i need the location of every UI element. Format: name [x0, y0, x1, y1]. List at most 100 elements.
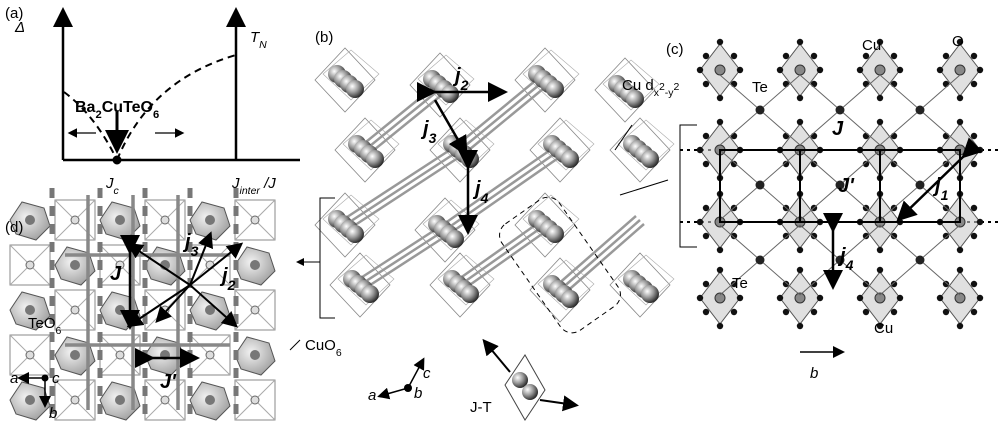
- label: J-T: [470, 399, 492, 416]
- atom: [546, 225, 564, 243]
- te-atom: [835, 180, 845, 190]
- label: j2: [219, 265, 236, 293]
- line: [455, 219, 542, 283]
- o-atom: [716, 94, 724, 102]
- o-atom: [796, 118, 804, 126]
- label: Te: [732, 275, 748, 292]
- cu-atom: [794, 292, 806, 304]
- axis-dot: [41, 374, 49, 382]
- o-atom: [936, 294, 944, 302]
- frame: [314, 47, 376, 113]
- line: [563, 223, 645, 295]
- line: [433, 99, 468, 157]
- te-atom: [755, 105, 765, 115]
- jt-frame: [504, 354, 546, 421]
- o-atom: [956, 118, 964, 126]
- o-atom: [970, 160, 978, 168]
- o-atom: [896, 294, 904, 302]
- label-part: j: [420, 118, 429, 140]
- atom: [641, 150, 659, 168]
- line: [189, 242, 244, 286]
- line: [559, 219, 641, 291]
- o-atom: [702, 280, 710, 288]
- o-atom: [810, 280, 818, 288]
- label: a: [10, 370, 18, 387]
- label-part: J: [231, 175, 240, 192]
- cu-atom: [205, 305, 215, 315]
- line: [459, 223, 546, 287]
- o-atom: [810, 308, 818, 316]
- label: c: [423, 365, 431, 382]
- line: [359, 228, 446, 287]
- te-atom: [250, 215, 260, 225]
- label: j4: [837, 245, 854, 273]
- cu-atom: [115, 215, 125, 225]
- cu-atom: [115, 395, 125, 405]
- label-part: inter: [240, 185, 261, 197]
- line: [614, 124, 633, 151]
- label: b: [414, 385, 422, 402]
- o-atom: [702, 132, 710, 140]
- label: Δ: [14, 19, 25, 36]
- o-atom: [862, 80, 870, 88]
- line: [555, 215, 637, 287]
- label: Jc: [105, 175, 120, 197]
- highlight: [499, 196, 621, 334]
- label: Cu: [874, 320, 893, 337]
- o-atom: [856, 294, 864, 302]
- o-atom: [976, 66, 984, 74]
- o-atom: [716, 118, 724, 126]
- o-atom: [970, 280, 978, 288]
- frame: [617, 254, 675, 306]
- cu-atom: [70, 260, 80, 270]
- axis-dot: [404, 384, 412, 392]
- o-atom: [876, 118, 884, 126]
- label-part: TeO: [28, 315, 56, 332]
- label-part: j: [219, 265, 228, 287]
- te-atom: [25, 260, 35, 270]
- o-atom: [970, 132, 978, 140]
- frame: [529, 117, 591, 183]
- label: j1: [932, 175, 949, 203]
- label-part: x: [654, 87, 660, 99]
- cu-atom: [714, 292, 726, 304]
- label-part: T: [250, 29, 261, 46]
- label: CuO6: [305, 337, 342, 359]
- label-part: 3: [191, 243, 199, 259]
- frame: [429, 252, 491, 318]
- o-atom: [730, 160, 738, 168]
- te-atom: [115, 350, 125, 360]
- label: b: [49, 405, 57, 422]
- label-part: N: [259, 39, 267, 51]
- label: c: [52, 370, 60, 387]
- label-part: 3: [429, 130, 437, 146]
- label-part: 2: [659, 81, 665, 93]
- label: b: [810, 365, 818, 382]
- o-atom: [956, 322, 964, 330]
- line: [189, 284, 238, 328]
- o-atom: [716, 322, 724, 330]
- o-atom: [890, 52, 898, 60]
- line: [896, 137, 983, 222]
- line: [455, 75, 542, 147]
- bracket: [679, 124, 697, 248]
- o-atom: [716, 266, 724, 274]
- frame: [617, 119, 675, 171]
- cu-atom: [954, 64, 966, 76]
- te-atom: [160, 395, 170, 405]
- label-part: 2: [674, 81, 680, 93]
- te-atom: [70, 215, 80, 225]
- frame: [437, 254, 495, 306]
- te-atom: [25, 350, 35, 360]
- frame: [594, 57, 656, 123]
- label-part: Cu d: [622, 77, 654, 94]
- te-atom: [915, 105, 925, 115]
- frame: [322, 49, 380, 101]
- label-part: 2: [95, 109, 101, 121]
- o-atom: [876, 322, 884, 330]
- label-part: CuO: [305, 337, 336, 354]
- label: J': [838, 175, 855, 197]
- o-atom: [796, 322, 804, 330]
- line: [539, 395, 579, 412]
- frame: [537, 259, 595, 311]
